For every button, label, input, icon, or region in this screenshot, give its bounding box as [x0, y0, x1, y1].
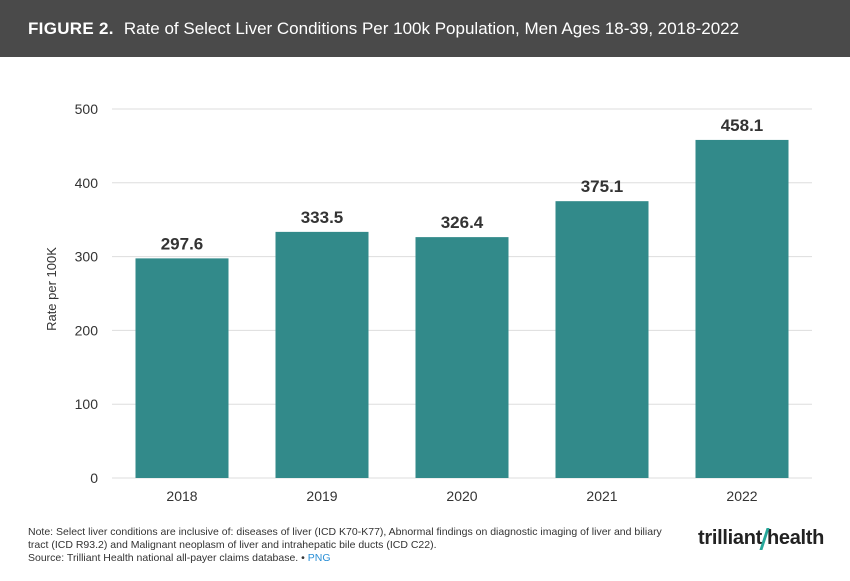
bar-2019 — [275, 231, 369, 478]
chart-note: Note: Select liver conditions are inclus… — [28, 526, 678, 565]
bar-chart: 0 100 200 300 400 500 297.6 2018 333.5 2019 326.4 2… — [44, 101, 812, 504]
bar-2018 — [135, 258, 229, 478]
y-axis-title: Rate per 100K — [44, 247, 59, 331]
logo-text-left: trilliant — [698, 527, 762, 549]
x-tick-label-2022: 2022 — [726, 488, 757, 504]
x-tick-label-2018: 2018 — [166, 488, 197, 504]
x-tick-label-2021: 2021 — [586, 488, 617, 504]
figure-header: FIGURE 2. Rate of Select Liver Condition… — [0, 0, 850, 57]
trilliant-health-logo: trilliant health — [698, 527, 824, 550]
y-tick-label-400: 400 — [75, 175, 99, 191]
logo-text-right: health — [766, 527, 825, 549]
y-tick-label-500: 500 — [75, 101, 99, 117]
y-tick-label-0: 0 — [90, 470, 98, 486]
separator: • — [301, 552, 305, 564]
source-text: Source: Trilliant Health national all-pa… — [28, 552, 299, 564]
data-label-2020: 326.4 — [441, 213, 484, 232]
bars — [135, 139, 789, 478]
figure-label: FIGURE 2. — [28, 18, 114, 38]
png-download-link[interactable]: PNG — [307, 552, 331, 564]
data-label-2018: 297.6 — [161, 234, 204, 253]
note-text: Note: Select liver conditions are inclus… — [28, 526, 662, 551]
labels: 0 100 200 300 400 500 297.6 2018 333.5 2019 326.4 2… — [75, 101, 764, 504]
bar-2021 — [555, 201, 649, 478]
data-label-2021: 375.1 — [581, 177, 624, 196]
bar-2022 — [695, 139, 789, 478]
y-tick-label-100: 100 — [75, 396, 99, 412]
source-line: Source: Trilliant Health national all-pa… — [28, 552, 678, 565]
y-tick-label-300: 300 — [75, 249, 99, 265]
data-label-2019: 333.5 — [301, 208, 344, 227]
x-tick-label-2019: 2019 — [306, 488, 337, 504]
x-tick-label-2020: 2020 — [446, 488, 477, 504]
data-label-2022: 458.1 — [721, 116, 764, 135]
bar-2020 — [415, 237, 509, 478]
y-tick-label-200: 200 — [75, 322, 99, 338]
figure-title: Rate of Select Liver Conditions Per 100k… — [123, 18, 740, 38]
